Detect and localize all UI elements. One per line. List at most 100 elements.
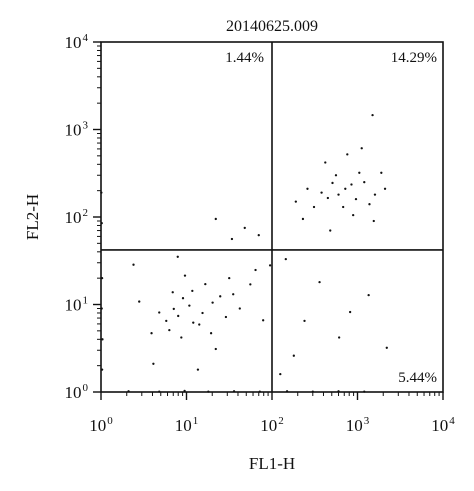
data-point xyxy=(138,300,141,303)
data-point xyxy=(191,289,194,293)
data-point xyxy=(373,193,377,196)
y-axis-tick-exponent: 2 xyxy=(83,207,89,219)
y-axis-tick-base: 10 xyxy=(65,208,82,227)
data-point xyxy=(209,332,213,335)
data-point xyxy=(230,237,234,241)
data-point xyxy=(181,297,185,300)
x-axis-tick-exponent: 1 xyxy=(193,415,199,427)
data-point xyxy=(346,153,349,156)
y-axis-tick-label: 101 xyxy=(65,295,89,315)
data-point xyxy=(158,311,161,314)
data-point xyxy=(367,293,370,297)
data-point xyxy=(172,307,175,311)
data-point xyxy=(219,295,222,298)
data-point xyxy=(292,354,295,357)
data-point xyxy=(224,315,228,319)
data-point xyxy=(257,234,260,237)
x-axis-tick-base: 10 xyxy=(89,416,106,435)
y-axis-tick-exponent: 3 xyxy=(83,120,89,132)
data-point xyxy=(171,291,174,294)
y-axis-tick-label: 103 xyxy=(65,120,89,140)
upper-left-percentage: 1.44% xyxy=(225,50,264,66)
data-point xyxy=(249,283,252,286)
data-point xyxy=(348,310,352,314)
x-axis-tick-base: 10 xyxy=(346,416,363,435)
data-point xyxy=(176,255,179,258)
data-point xyxy=(101,338,104,341)
data-point xyxy=(204,282,207,286)
data-point xyxy=(352,214,355,217)
data-point xyxy=(232,293,235,296)
data-point xyxy=(303,319,306,323)
data-point xyxy=(312,205,316,209)
data-point xyxy=(371,113,374,117)
data-point xyxy=(132,263,135,266)
data-point xyxy=(294,200,297,203)
data-point xyxy=(368,203,371,206)
data-point xyxy=(238,307,241,310)
data-point xyxy=(358,171,361,174)
data-point xyxy=(211,301,214,304)
x-axis-tick-base: 10 xyxy=(431,416,448,435)
data-point xyxy=(214,347,217,351)
data-point xyxy=(344,187,347,190)
x-axis-label: FL1-H xyxy=(249,454,295,473)
x-axis-tick-label: 103 xyxy=(346,415,370,435)
upper-right-percentage: 14.29% xyxy=(391,50,437,66)
data-point xyxy=(324,161,327,164)
y-axis-tick-base: 10 xyxy=(65,121,82,140)
y-axis-tick-exponent: 1 xyxy=(83,295,89,307)
data-point xyxy=(168,328,171,332)
y-axis-tick-base: 10 xyxy=(65,33,82,52)
data-point xyxy=(150,332,153,335)
data-point xyxy=(284,257,287,261)
x-axis-tick-exponent: 3 xyxy=(364,415,370,427)
data-point xyxy=(196,368,200,371)
data-point xyxy=(201,311,204,315)
data-point xyxy=(363,181,366,184)
data-point xyxy=(306,187,309,190)
data-point xyxy=(380,171,383,174)
y-axis-tick-exponent: 4 xyxy=(83,32,89,44)
data-point xyxy=(326,196,329,200)
data-point xyxy=(334,174,338,177)
data-point xyxy=(360,147,363,150)
data-point xyxy=(192,321,195,324)
y-axis-tick-base: 10 xyxy=(65,383,82,402)
data-point xyxy=(350,183,353,186)
data-point xyxy=(243,226,246,230)
data-point xyxy=(214,217,217,221)
data-point xyxy=(254,268,257,272)
y-axis-tick-base: 10 xyxy=(65,296,82,315)
data-points xyxy=(100,113,388,393)
data-point xyxy=(180,336,183,339)
data-point xyxy=(354,197,358,201)
data-point xyxy=(152,362,155,365)
data-point xyxy=(372,219,375,223)
y-axis-tick-label: 102 xyxy=(65,207,89,227)
x-axis-tick-label: 104 xyxy=(431,415,455,435)
data-point xyxy=(262,319,265,322)
data-point xyxy=(228,277,231,280)
data-point xyxy=(385,346,388,349)
x-axis-tick-base: 10 xyxy=(175,416,192,435)
x-axis-tick-base: 10 xyxy=(260,416,277,435)
y-axis-tick-label: 100 xyxy=(65,382,89,402)
y-axis-tick-label: 104 xyxy=(65,32,89,52)
lower-right-percentage: 5.44% xyxy=(398,370,437,386)
y-axis-label: FL2-H xyxy=(23,194,42,240)
data-point xyxy=(279,372,282,376)
data-point xyxy=(342,205,345,209)
data-point xyxy=(338,336,341,339)
data-point xyxy=(177,314,180,318)
y-axis-tick-exponent: 0 xyxy=(83,382,89,394)
x-axis-tick-label: 102 xyxy=(260,415,284,435)
data-point xyxy=(329,229,332,232)
data-point xyxy=(183,274,187,277)
data-point xyxy=(320,191,323,194)
x-axis-tick-label: 100 xyxy=(89,415,113,435)
data-point xyxy=(301,217,305,221)
data-point xyxy=(383,187,387,190)
